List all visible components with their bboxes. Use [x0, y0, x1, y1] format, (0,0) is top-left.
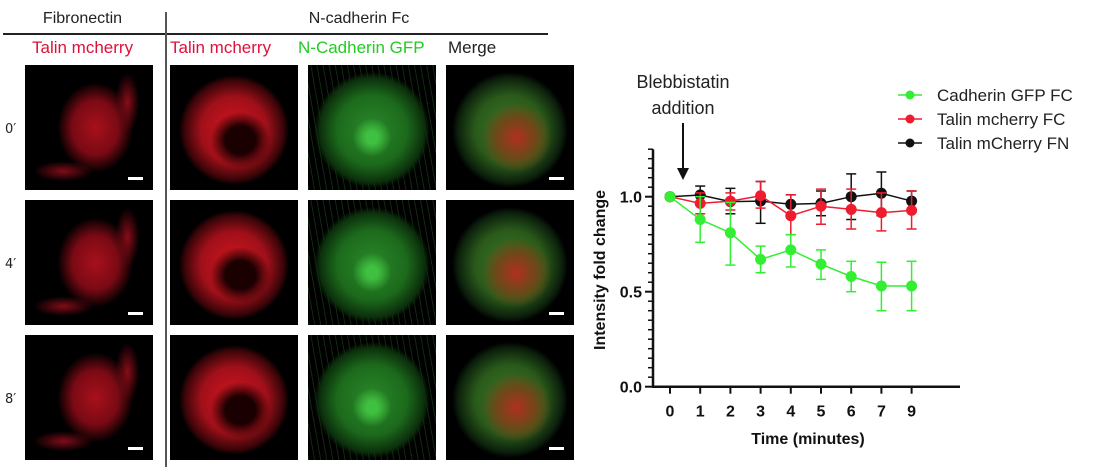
annotation-line2: addition [651, 98, 714, 118]
legend-marker [905, 138, 915, 148]
data-point [755, 253, 767, 265]
scale-bar [128, 447, 143, 450]
row-label-8: 8′ [5, 392, 17, 407]
data-point [664, 191, 676, 203]
scale-bar [549, 177, 564, 180]
x-tick-label: 2 [726, 404, 735, 421]
micrograph-red-row2 [170, 335, 298, 460]
row-label-0: 0′ [5, 122, 17, 137]
data-point [785, 210, 797, 222]
annotation-arrow [677, 123, 689, 180]
col-label-fn-talin: Talin mcherry [32, 38, 134, 57]
x-tick-label: 5 [817, 404, 826, 421]
data-point [815, 258, 827, 270]
x-tick-label: 7 [877, 404, 886, 421]
data-point [906, 204, 918, 216]
micrograph-fn-row0 [25, 65, 153, 190]
legend-marker [905, 114, 915, 124]
annotation-line1: Blebbistatin [636, 72, 729, 92]
micrograph-red-row1 [170, 200, 298, 325]
data-point [875, 207, 887, 219]
legend-label: Talin mcherry FC [937, 110, 1065, 129]
legend-label: Cadherin GFP FC [937, 86, 1073, 105]
data-point [815, 200, 827, 212]
micrograph-green-row2 [308, 335, 436, 460]
series-cadherin-gfp-fc [664, 191, 918, 312]
micrograph-merge-row0 [446, 65, 574, 190]
data-point [724, 227, 736, 239]
data-point [906, 280, 918, 292]
col-label-fc-talin: Talin mcherry [170, 38, 272, 57]
header-divider [3, 33, 548, 35]
micrograph-green-row1 [308, 200, 436, 325]
x-tick-label: 1 [696, 404, 705, 421]
x-tick-label: 0 [666, 404, 675, 421]
y-axis-label: Intensity fold change [592, 190, 609, 350]
data-point [785, 244, 797, 256]
data-point [694, 214, 706, 225]
legend-marker [905, 90, 915, 100]
ncadherin-header: N-cadherin Fc [308, 10, 410, 27]
y-tick-label: 0.5 [620, 285, 642, 302]
legend-label: Talin mCherry FN [937, 134, 1069, 153]
row-label-4: 4′ [5, 257, 17, 272]
micrograph-green-row0 [308, 65, 436, 190]
scale-bar [128, 177, 143, 180]
x-tick-label: 3 [756, 404, 765, 421]
y-tick-label: 0.0 [620, 380, 642, 397]
scale-bar [549, 312, 564, 315]
data-point [845, 271, 857, 282]
fibronectin-header: Fibronectin [42, 10, 123, 27]
x-tick-label: 6 [847, 404, 856, 421]
data-point [724, 195, 736, 207]
micrograph-merge-row1 [446, 200, 574, 325]
x-tick-label: 9 [907, 404, 916, 421]
micrograph-merge-row2 [446, 335, 574, 460]
x-axis-label: Time (minutes) [751, 431, 865, 448]
scale-bar [128, 312, 143, 315]
micrograph-red-row0 [170, 65, 298, 190]
micrograph-fn-row1 [25, 200, 153, 325]
data-point [845, 203, 857, 215]
col-label-cadherin: N-Cadherin GFP [298, 38, 425, 57]
scale-bar [549, 447, 564, 450]
micrograph-fn-row2 [25, 335, 153, 460]
y-tick-label: 1.0 [620, 190, 642, 207]
column-divider [165, 12, 167, 467]
col-label-merge: Merge [448, 38, 497, 57]
data-point [755, 190, 767, 202]
data-point [875, 280, 887, 292]
x-tick-label: 4 [786, 404, 795, 421]
